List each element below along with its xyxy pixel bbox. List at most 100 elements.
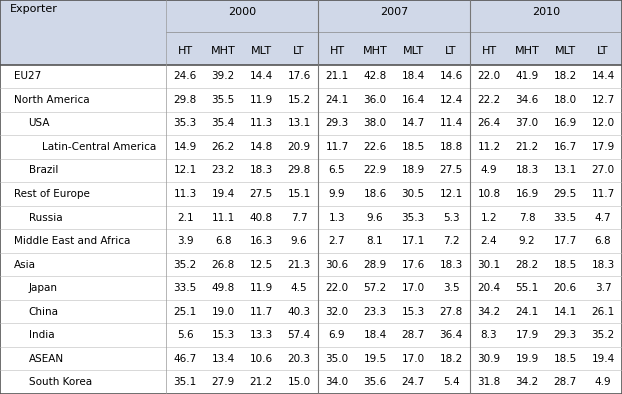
Text: 38.0: 38.0 <box>363 119 387 128</box>
Text: 15.1: 15.1 <box>287 189 310 199</box>
Text: 14.1: 14.1 <box>554 307 577 317</box>
Text: HT: HT <box>177 46 193 56</box>
Text: 27.8: 27.8 <box>439 307 463 317</box>
Text: 18.4: 18.4 <box>363 330 387 340</box>
Text: 14.7: 14.7 <box>401 119 425 128</box>
Text: 22.9: 22.9 <box>363 165 387 175</box>
Text: 18.5: 18.5 <box>554 354 577 364</box>
Text: North America: North America <box>14 95 90 105</box>
Text: 14.4: 14.4 <box>249 71 272 82</box>
Text: 22.6: 22.6 <box>363 142 387 152</box>
Text: 37.0: 37.0 <box>516 119 539 128</box>
Text: 27.0: 27.0 <box>592 165 615 175</box>
Text: 23.3: 23.3 <box>363 307 387 317</box>
Text: 1.3: 1.3 <box>329 212 345 223</box>
Text: 20.3: 20.3 <box>287 354 310 364</box>
Text: 8.3: 8.3 <box>481 330 498 340</box>
Text: 4.9: 4.9 <box>595 377 611 387</box>
Text: 26.1: 26.1 <box>592 307 615 317</box>
Text: 13.1: 13.1 <box>287 119 310 128</box>
Text: 13.4: 13.4 <box>211 354 234 364</box>
Text: 55.1: 55.1 <box>516 283 539 293</box>
Text: 35.1: 35.1 <box>174 377 197 387</box>
Text: 5.6: 5.6 <box>177 330 193 340</box>
Text: 18.3: 18.3 <box>592 260 615 269</box>
Text: 34.0: 34.0 <box>325 377 348 387</box>
Text: 30.9: 30.9 <box>478 354 501 364</box>
Text: 17.1: 17.1 <box>401 236 425 246</box>
Text: MHT: MHT <box>363 46 388 56</box>
Text: 14.8: 14.8 <box>249 142 272 152</box>
Text: 41.9: 41.9 <box>516 71 539 82</box>
Text: 7.7: 7.7 <box>290 212 307 223</box>
Text: 34.2: 34.2 <box>516 377 539 387</box>
Text: 16.9: 16.9 <box>554 119 577 128</box>
Text: 34.6: 34.6 <box>516 95 539 105</box>
Text: 11.4: 11.4 <box>439 119 463 128</box>
Text: 17.7: 17.7 <box>554 236 577 246</box>
Text: Russia: Russia <box>29 212 62 223</box>
Text: 2000: 2000 <box>228 7 256 17</box>
Text: 4.9: 4.9 <box>481 165 498 175</box>
Text: 36.4: 36.4 <box>439 330 463 340</box>
Text: 2010: 2010 <box>532 7 560 17</box>
Text: 11.7: 11.7 <box>592 189 615 199</box>
Text: 15.3: 15.3 <box>401 307 425 317</box>
Text: 17.0: 17.0 <box>401 283 425 293</box>
Text: 14.9: 14.9 <box>174 142 197 152</box>
Text: 5.3: 5.3 <box>443 212 459 223</box>
Text: 35.2: 35.2 <box>174 260 197 269</box>
Text: 40.8: 40.8 <box>249 212 272 223</box>
Text: Japan: Japan <box>29 283 58 293</box>
Text: 9.6: 9.6 <box>367 212 383 223</box>
Text: 21.1: 21.1 <box>325 71 349 82</box>
Text: 57.2: 57.2 <box>363 283 387 293</box>
Text: 29.5: 29.5 <box>554 189 577 199</box>
Text: MHT: MHT <box>211 46 236 56</box>
Text: 19.0: 19.0 <box>211 307 234 317</box>
Text: 6.5: 6.5 <box>329 165 345 175</box>
Text: 14.6: 14.6 <box>439 71 463 82</box>
Text: ASEAN: ASEAN <box>29 354 63 364</box>
Text: 4.5: 4.5 <box>290 283 307 293</box>
Text: 18.8: 18.8 <box>439 142 463 152</box>
Text: 22.0: 22.0 <box>478 71 501 82</box>
Text: 2.7: 2.7 <box>329 236 345 246</box>
Text: 16.9: 16.9 <box>516 189 539 199</box>
Text: 31.8: 31.8 <box>478 377 501 387</box>
Text: Latin-Central America: Latin-Central America <box>42 142 157 152</box>
Text: USA: USA <box>29 119 50 128</box>
Text: 21.2: 21.2 <box>249 377 272 387</box>
Text: 27.5: 27.5 <box>249 189 272 199</box>
Text: 18.5: 18.5 <box>401 142 425 152</box>
Text: 17.0: 17.0 <box>401 354 425 364</box>
Text: 21.3: 21.3 <box>287 260 310 269</box>
Text: 25.1: 25.1 <box>174 307 197 317</box>
Bar <box>0 0 622 65</box>
Text: 32.0: 32.0 <box>325 307 348 317</box>
Text: 26.8: 26.8 <box>211 260 234 269</box>
Text: 18.3: 18.3 <box>249 165 272 175</box>
Text: 18.2: 18.2 <box>439 354 463 364</box>
Text: 13.3: 13.3 <box>249 330 272 340</box>
Text: 26.2: 26.2 <box>211 142 234 152</box>
Text: 35.3: 35.3 <box>174 119 197 128</box>
Text: 46.7: 46.7 <box>174 354 197 364</box>
Text: 3.7: 3.7 <box>595 283 611 293</box>
Text: 16.4: 16.4 <box>401 95 425 105</box>
Text: 15.0: 15.0 <box>287 377 310 387</box>
Text: 29.8: 29.8 <box>174 95 197 105</box>
Text: 10.8: 10.8 <box>478 189 501 199</box>
Text: HT: HT <box>330 46 345 56</box>
Text: 16.3: 16.3 <box>249 236 272 246</box>
Text: 19.5: 19.5 <box>363 354 387 364</box>
Text: Rest of Europe: Rest of Europe <box>14 189 90 199</box>
Text: 11.7: 11.7 <box>249 307 272 317</box>
Text: 35.0: 35.0 <box>325 354 348 364</box>
Text: 57.4: 57.4 <box>287 330 310 340</box>
Text: 29.3: 29.3 <box>325 119 349 128</box>
Text: 18.3: 18.3 <box>439 260 463 269</box>
Text: 30.1: 30.1 <box>478 260 501 269</box>
Text: 2007: 2007 <box>380 7 408 17</box>
Text: 12.0: 12.0 <box>592 119 615 128</box>
